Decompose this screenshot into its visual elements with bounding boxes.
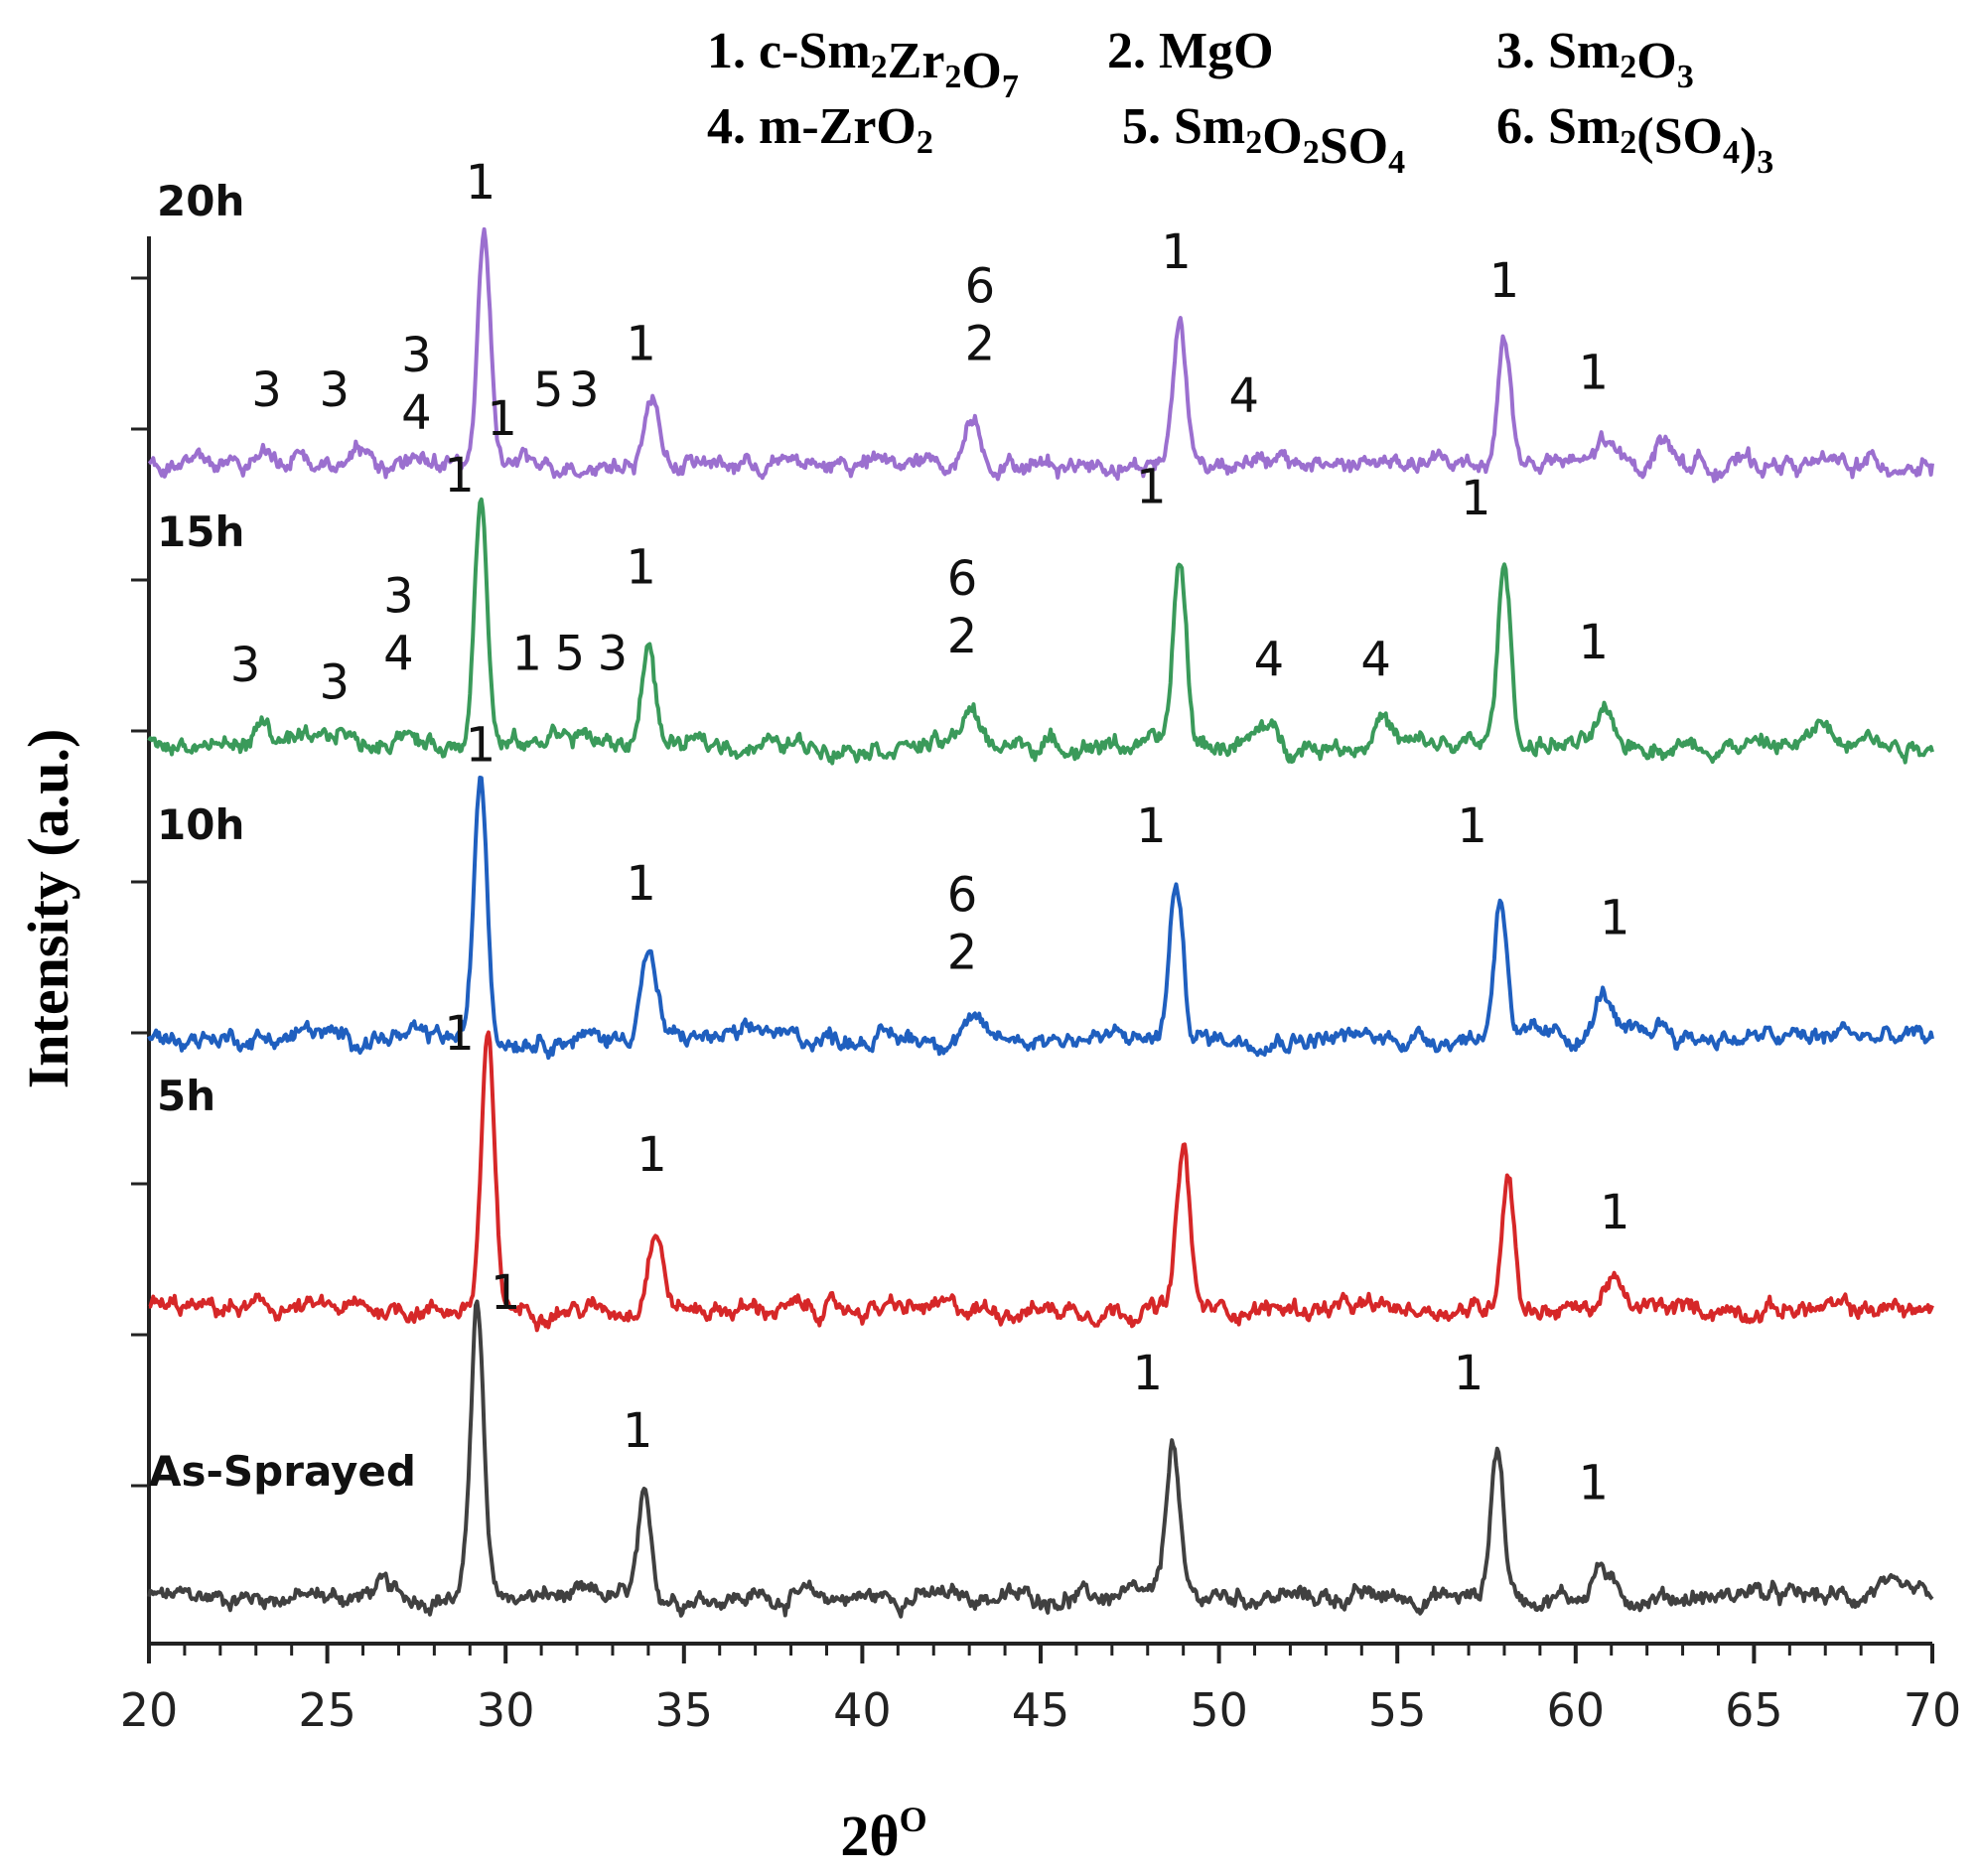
peak-label: 1 (626, 856, 656, 912)
peak-label: 2 (947, 925, 978, 980)
peak-label: 6 (965, 259, 996, 315)
peak-label: 3 (569, 362, 600, 418)
peak-label: 4 (401, 385, 432, 441)
peak-label: 1 (487, 391, 517, 447)
x-tick-label: 20 (120, 1683, 179, 1737)
peak-label: 1 (1461, 471, 1491, 526)
peak-label: 1 (1489, 253, 1520, 309)
peak-label: 1 (444, 1006, 475, 1062)
legend: 1. c-Sm2Zr2O7 2. MgO 3. Sm2O3 4. m-ZrO2 5. S… (707, 23, 1773, 181)
peak-label: 1 (444, 448, 475, 504)
peak-label: 4 (1254, 632, 1285, 687)
peak-label: 1 (466, 155, 496, 211)
legend-entry: 2. MgO (1107, 23, 1274, 79)
peak-label: 1 (1578, 1455, 1609, 1511)
peak-label: 5 (555, 627, 586, 682)
x-axis-title-superscript: O (900, 1800, 927, 1839)
series-name-label: 15h (157, 507, 244, 556)
peak-label: 3 (320, 655, 351, 711)
legend-entry: 1. c-Sm2Zr2O7 (707, 23, 1019, 105)
x-tick-label: 35 (655, 1683, 714, 1737)
series-line-5h (148, 1030, 1934, 1333)
peak-label: 1 (1161, 224, 1192, 280)
peak-label: 1 (491, 1265, 521, 1321)
x-tick-label: 30 (477, 1683, 535, 1737)
legend-entry: 6. Sm2(SO4)3 (1496, 98, 1773, 181)
x-tick-label: 60 (1547, 1683, 1606, 1737)
legend-entry: 3. Sm2O3 (1496, 23, 1694, 95)
series-name-label: As-Sprayed (149, 1447, 416, 1496)
peak-label: 1 (1132, 1346, 1163, 1401)
peak-label: 3 (383, 569, 414, 625)
peak-label: 1 (1457, 798, 1487, 854)
peak-label: 3 (401, 328, 432, 383)
peak-label: 3 (320, 362, 351, 418)
peak-label: 4 (1228, 368, 1259, 424)
x-tick-label: 25 (298, 1683, 356, 1737)
x-tick-label: 55 (1368, 1683, 1427, 1737)
peak-label: 1 (466, 718, 496, 774)
series-name-label: 5h (157, 1072, 215, 1120)
peak-label: 1 (623, 1403, 653, 1459)
peak-label: 1 (1578, 346, 1609, 401)
peak-label: 6 (947, 867, 978, 923)
peak-label: 4 (383, 627, 414, 682)
peak-label: 1 (1136, 459, 1167, 514)
x-tick-label: 40 (833, 1683, 892, 1737)
peak-label: 3 (251, 362, 282, 418)
series-lines (147, 226, 1934, 1619)
y-axis-title: Intensity (a.u.) (16, 729, 80, 1089)
x-tick-label: 50 (1190, 1683, 1248, 1737)
x-tick-label: 65 (1725, 1683, 1783, 1737)
peak-label: 2 (965, 317, 996, 372)
peak-label: 1 (1578, 615, 1609, 670)
peak-label: 3 (598, 627, 629, 682)
peak-label: 6 (947, 551, 978, 607)
series-line-20h (147, 226, 1934, 484)
peak-label: 1 (636, 1127, 667, 1183)
peak-label: 1 (1600, 1185, 1630, 1240)
legend-entry: 5. Sm2O2SO4 (1122, 98, 1405, 181)
axes: 20 25 30 35 40 45 50 55 60 65 70 (120, 236, 1962, 1737)
peak-label: 4 (1360, 632, 1391, 687)
series-line-15h (147, 497, 1934, 766)
series-name-label: 10h (157, 800, 244, 849)
peak-label: 1 (1454, 1346, 1484, 1401)
series-line-as-sprayed (147, 1299, 1934, 1619)
peak-label: 1 (626, 540, 656, 596)
x-tick-label: 45 (1012, 1683, 1070, 1737)
peak-label: 1 (1600, 891, 1630, 946)
peak-label: 1 (1136, 798, 1167, 854)
peak-label: 5 (533, 362, 564, 418)
series-name-label: 20h (157, 177, 244, 225)
series-line-10h (147, 776, 1934, 1061)
x-tick-label: 70 (1904, 1683, 1962, 1737)
peak-label: 3 (230, 638, 261, 693)
peak-label: 1 (626, 317, 656, 372)
x-axis-title: 2θO (840, 1800, 926, 1868)
peak-label: 2 (947, 609, 978, 664)
legend-entry: 4. m-ZrO2 (707, 98, 933, 161)
peak-label: 1 (511, 627, 542, 682)
